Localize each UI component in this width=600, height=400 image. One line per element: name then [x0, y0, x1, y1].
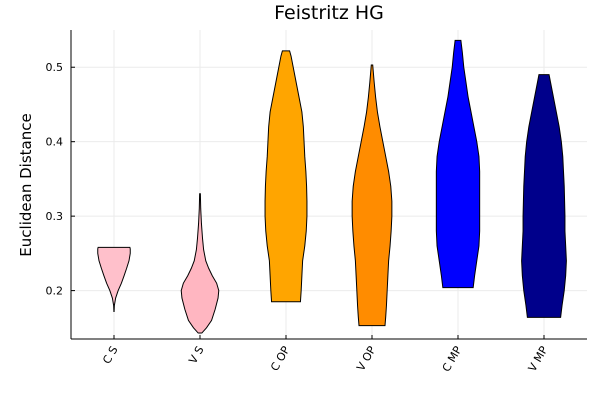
y-tick-label: 0.3 [46, 210, 64, 223]
chart-title: Feistritz HG [274, 2, 384, 24]
y-axis-label: Euclidean Distance [17, 113, 35, 256]
violin-c-s [97, 246, 131, 312]
y-tick-label: 0.4 [46, 136, 64, 149]
violin-v-op [351, 64, 393, 327]
y-tick-label: 0.5 [46, 61, 64, 74]
violin-v-mp [521, 74, 567, 318]
violins [97, 39, 567, 334]
y-tick-label: 0.2 [46, 285, 64, 298]
violin-v-s [180, 193, 220, 334]
violin-c-op [264, 50, 308, 303]
violin-c-mp [435, 39, 481, 289]
axes [70, 30, 587, 340]
